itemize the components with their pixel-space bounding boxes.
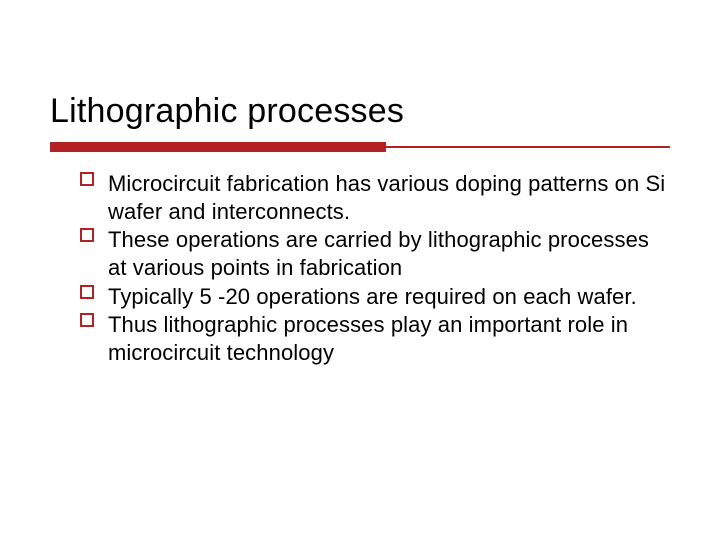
bullet-text: Thus lithographic processes play an impo… — [108, 311, 670, 367]
slide-title: Lithographic processes — [50, 92, 670, 131]
square-bullet-icon — [80, 226, 108, 242]
title-underline-thin — [386, 146, 670, 148]
title-block: Lithographic processes — [50, 92, 670, 131]
list-item: Thus lithographic processes play an impo… — [80, 311, 670, 367]
bullet-text: Typically 5 -20 operations are required … — [108, 283, 670, 311]
title-underline-thick — [50, 142, 386, 152]
body-block: Microcircuit fabrication has various dop… — [80, 170, 670, 367]
slide: Lithographic processes Microcircuit fabr… — [0, 0, 720, 540]
square-bullet-icon — [80, 311, 108, 327]
square-bullet-icon — [80, 170, 108, 186]
list-item: Microcircuit fabrication has various dop… — [80, 170, 670, 226]
list-item: Typically 5 -20 operations are required … — [80, 283, 670, 311]
bullet-text: Microcircuit fabrication has various dop… — [108, 170, 670, 226]
square-bullet-icon — [80, 283, 108, 299]
bullet-text: These operations are carried by lithogra… — [108, 226, 670, 282]
list-item: These operations are carried by lithogra… — [80, 226, 670, 282]
